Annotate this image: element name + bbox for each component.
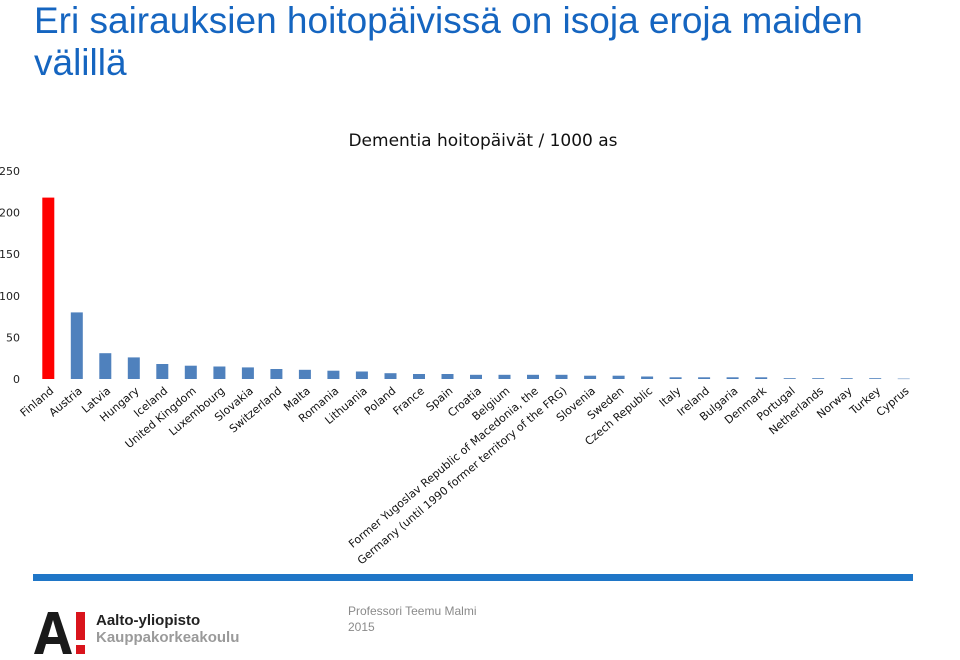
bar xyxy=(527,374,539,379)
y-axis-ticks: 0 50 100 150 200 250 xyxy=(0,165,20,386)
y-tick-label: 100 xyxy=(0,290,20,303)
bar xyxy=(812,378,825,379)
bar xyxy=(327,370,340,379)
bar xyxy=(441,374,454,379)
bar xyxy=(298,369,311,379)
bar xyxy=(869,378,882,379)
footer-divider xyxy=(33,574,913,581)
credit-block: Professori Teemu Malmi 2015 xyxy=(348,603,476,635)
bar xyxy=(270,369,283,379)
y-tick-label: 200 xyxy=(0,207,20,220)
bar xyxy=(413,374,425,379)
y-tick-label: 0 xyxy=(13,373,20,386)
bar xyxy=(698,377,711,379)
bar xyxy=(612,375,625,379)
bar xyxy=(99,353,112,379)
bar xyxy=(726,377,739,379)
bar xyxy=(384,373,397,379)
bar xyxy=(584,375,597,379)
bar xyxy=(470,374,482,379)
x-axis-ticks: FinlandAustriaLatviaHungaryIcelandUnited… xyxy=(18,384,912,567)
slide-title: Eri sairauksien hoitopäivissä on isoja e… xyxy=(34,0,863,83)
bar xyxy=(555,374,568,379)
bar xyxy=(840,378,853,379)
bar xyxy=(755,377,768,379)
bar xyxy=(70,312,83,379)
bar xyxy=(184,365,197,379)
bar xyxy=(127,357,140,379)
org-block: Aalto-yliopisto Kauppakorkeakoulu xyxy=(96,612,239,646)
x-tick-label: Poland xyxy=(362,384,398,418)
year-credit: 2015 xyxy=(348,620,375,634)
org-name: Aalto-yliopisto xyxy=(96,612,201,629)
bar xyxy=(498,374,511,379)
author-credit: Professori Teemu Malmi xyxy=(348,604,477,618)
bar xyxy=(213,366,226,379)
bar-chart: Dementia hoitopäivät / 1000 as 0 50 100 150… xyxy=(0,131,912,567)
bar xyxy=(42,197,55,379)
y-tick-label: 150 xyxy=(0,248,20,261)
bar xyxy=(783,378,796,379)
aalto-logo xyxy=(34,612,90,659)
x-tick-label: France xyxy=(391,384,428,418)
bar xyxy=(241,367,254,379)
org-subtitle: Kauppakorkeakoulu xyxy=(96,629,240,646)
y-tick-label: 250 xyxy=(0,165,20,178)
bar xyxy=(641,376,654,379)
chart-title: Dementia hoitopäivät / 1000 as xyxy=(348,131,617,151)
x-tick-label: Cyprus xyxy=(874,384,912,419)
bar xyxy=(897,378,910,380)
x-tick-label: Austria xyxy=(47,384,85,419)
bar xyxy=(355,371,368,379)
bar xyxy=(156,364,169,379)
bar xyxy=(669,377,682,379)
y-tick-label: 50 xyxy=(6,331,20,344)
bars xyxy=(42,197,910,380)
